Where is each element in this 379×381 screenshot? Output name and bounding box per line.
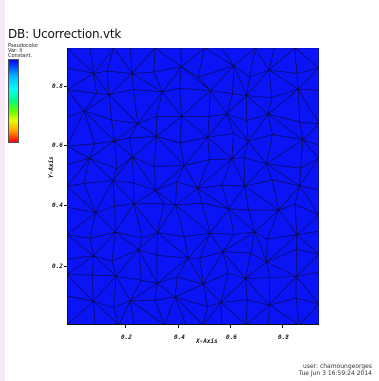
y-tick-label: 0.8 [52,83,63,90]
mesh-lines [67,48,319,325]
y-tick-label: 0.4 [52,202,63,209]
y-tick-label: 0.6 [52,142,63,149]
x-tick-label: 0.4 [174,334,185,341]
legend-plot-type: Pseudocolor [8,43,39,49]
footer-info: user: chamoungeorges Tue Jun 3 16:59:24 … [299,363,372,377]
y-tick [64,205,68,206]
legend-constant: Constant. [8,53,33,59]
plot-area[interactable] [67,48,319,325]
y-tick-label: 0.2 [52,263,63,270]
legend-colorbar [8,59,19,143]
y-axis-line [67,48,68,325]
x-tick-label: 0.2 [121,334,132,341]
y-axis-title: Y-Axis [48,156,55,178]
database-title: DB: Ucorrection.vtk [8,27,122,41]
x-tick-label: 0.8 [278,334,289,341]
y-tick [64,145,68,146]
mesh-edges [67,48,319,325]
legend-variable: Var: Ii [8,48,23,54]
y-tick [64,266,68,267]
x-axis-line [67,324,319,325]
x-tick [282,324,283,328]
footer-timestamp: Tue Jun 3 16:59:24 2014 [298,370,372,377]
x-tick [230,324,231,328]
footer-user: user: chamoungeorges [303,363,372,370]
x-axis-title: X-Axis [196,338,218,345]
x-tick-label: 0.6 [226,334,237,341]
x-tick [125,324,126,328]
left-edge-strip [0,0,5,381]
y-tick [64,86,68,87]
x-tick [178,324,179,328]
